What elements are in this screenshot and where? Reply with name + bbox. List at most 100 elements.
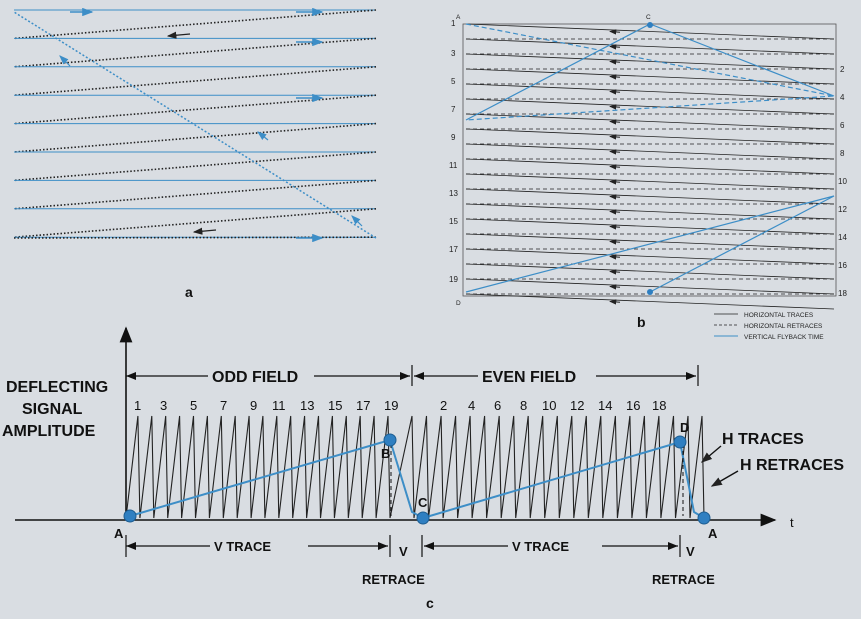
panel-b-frame [462,23,837,297]
a-retrace-arrow [166,31,191,39]
b-line-number: 19 [449,275,458,284]
b-trace-arrow [609,164,621,170]
b-horizontal-trace [465,98,835,115]
b-line-number: 11 [449,161,458,170]
panel-b-interlaced-scan: A C D 1 3 5 7 9 11 13 15 17 19 2 4 6 8 1… [449,14,847,341]
b-trace-arrow [609,89,621,95]
b-horizontal-trace [465,233,835,250]
a-horizontal-retrace [13,9,377,40]
c-point-c [416,511,430,525]
panel-b-corner-a: A [456,14,461,21]
panel-b-even-line-numbers: 2 4 6 8 10 12 14 16 18 [838,65,847,298]
c-label-a-end: A [708,526,718,541]
c-line-number: 19 [384,398,398,413]
panel-b-odd-line-numbers: 1 3 5 7 9 11 13 15 17 19 [449,19,458,284]
a-flyback-arrow [59,55,71,67]
c-even-line-numbers: 2 4 6 8 10 12 14 16 18 [440,398,666,413]
b-horizontal-trace [465,263,835,280]
c-line-number: 18 [652,398,666,413]
b-line-number: 13 [449,189,458,198]
retrace-label-1: RETRACE [362,572,425,587]
c-label-c: C [418,495,428,510]
b-line-number: 2 [840,65,845,74]
v-trace-label-2: V TRACE [512,539,569,554]
b-flyback-even [465,195,835,293]
a-horizontal-retrace [13,122,377,153]
c-point-a-start [123,509,137,523]
panel-c-deflection-waveform: t DEFLECTING SIGNAL AMPLITUDE ODD FIELD … [2,326,844,611]
b-horizontal-trace [465,83,835,100]
b-line-number: 8 [840,149,845,158]
a-horizontal-retrace [13,66,377,96]
legend-vertical-flyback: VERTICAL FLYBACK TIME [744,334,824,341]
c-point-b [383,433,397,447]
c-line-number: 8 [520,398,527,413]
c-line-number: 15 [328,398,342,413]
b-line-number: 5 [451,77,456,86]
a-flyback-arrow [257,131,269,141]
panel-c-caption: c [426,595,434,611]
b-horizontal-trace [465,188,835,205]
c-line-number: 6 [494,398,501,413]
panel-b-corner-c: C [646,14,651,21]
b-line-number: 10 [838,177,847,186]
b-line-number: 15 [449,217,458,226]
c-line-number: 4 [468,398,475,413]
b-trace-arrow [609,74,621,80]
b-line-number: 3 [451,49,456,58]
c-line-number: 9 [250,398,257,413]
c-line-number: 3 [160,398,167,413]
panel-b-caption: b [637,314,646,330]
a-horizontal-retrace [13,179,377,210]
c-line-number: 13 [300,398,314,413]
b-horizontal-trace [465,248,835,265]
b-horizontal-trace [465,173,835,190]
v-retrace-short-2: V [686,544,695,559]
c-horizontal-sawtooth [125,415,705,519]
a-horizontal-retrace [13,151,377,182]
c-line-number: 17 [356,398,370,413]
c-line-number: 11 [272,398,286,413]
b-trace-arrow [609,134,621,140]
panel-b-legend: HORIZONTAL TRACES HORIZONTAL RETRACES VE… [714,312,824,341]
b-trace-arrow [609,59,621,65]
b-line-number: 7 [451,105,456,114]
b-line-number: 18 [838,289,847,298]
retrace-label-2: RETRACE [652,572,715,587]
c-vertical-deflection-wave [129,438,705,520]
even-field-arrow-left [414,372,424,380]
c-line-number: 12 [570,398,584,413]
b-line-number: 4 [840,93,845,102]
a-horizontal-retrace [13,94,377,125]
b-horizontal-trace [465,278,835,295]
c-point-d [673,435,687,449]
b-line-number: 17 [449,245,458,254]
b-horizontal-trace [465,158,835,175]
v-trace-arrow [668,542,678,550]
b-horizontal-trace [465,143,835,160]
b-point-bottom [647,289,653,295]
panel-a-caption: a [185,284,193,300]
odd-field-arrow-right [400,372,410,380]
b-line-number: 1 [451,19,456,28]
c-label-a-start: A [114,526,124,541]
c-line-number: 5 [190,398,197,413]
odd-field-arrow-left [126,372,136,380]
c-line-number: 16 [626,398,640,413]
b-trace-arrow [609,149,621,155]
a-retrace-arrow [192,227,217,235]
panel-a-progressive-scan: a [13,7,377,300]
b-trace-arrow [609,29,621,35]
b-trace-arrow [609,209,621,215]
panel-b-corner-d: D [456,300,461,307]
b-trace-arrow [609,194,621,200]
h-retraces-label: H RETRACES [740,457,844,474]
legend-horizontal-traces: HORIZONTAL TRACES [744,312,814,319]
c-odd-line-numbers: 1 3 5 7 9 11 13 15 17 19 [134,398,398,413]
b-trace-arrow [609,179,621,185]
b-trace-arrow [609,269,621,275]
c-y-label-line2: SIGNAL [22,401,83,418]
b-horizontal-trace [465,53,835,70]
b-horizontal-trace [465,23,835,40]
a-flyback-arrow [351,215,363,227]
